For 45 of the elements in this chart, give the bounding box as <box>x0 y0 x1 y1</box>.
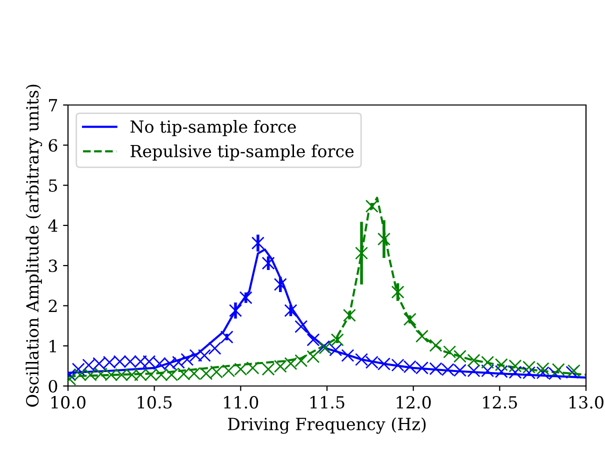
point <box>429 338 442 352</box>
y-axis-title: Oscillation Amplitude (arbitrary units) <box>26 84 42 407</box>
point <box>377 232 390 246</box>
point <box>341 348 354 362</box>
legend-label: No tip-sample force <box>130 120 296 136</box>
point <box>403 312 416 326</box>
x-tick-label: 11.5 <box>310 396 344 409</box>
legend-label: Repulsive tip-sample force <box>130 144 354 161</box>
point <box>228 304 242 318</box>
x-tick-label: 12.0 <box>396 396 431 409</box>
point <box>443 345 456 358</box>
point <box>453 350 466 363</box>
x-tick-label: 13.0 <box>569 396 604 409</box>
x-tick-label: 10.5 <box>138 396 172 409</box>
y-tick-label: 6 <box>48 139 58 152</box>
point <box>365 200 378 213</box>
point <box>251 236 264 250</box>
x-tick-label: 10.0 <box>51 396 86 409</box>
point <box>415 330 428 343</box>
x-tick-label: 11.0 <box>224 396 258 409</box>
y-tick-label: 3 <box>48 260 58 272</box>
point <box>274 278 287 291</box>
x-axis-title: Driving Frequency (Hz) <box>228 417 426 434</box>
point <box>306 350 320 364</box>
point <box>330 333 344 346</box>
point <box>306 333 320 346</box>
point <box>284 304 298 318</box>
point <box>180 353 194 366</box>
y-tick-label: 2 <box>48 300 57 312</box>
y-tick-label: 0 <box>48 380 58 393</box>
point <box>355 246 368 260</box>
point <box>208 342 222 355</box>
x-tick-label: 12.5 <box>483 396 517 409</box>
y-tick-label: 1 <box>50 340 56 352</box>
point <box>391 286 404 299</box>
point <box>294 320 308 334</box>
point <box>239 291 252 304</box>
point <box>552 363 565 376</box>
y-tick-label: 5 <box>49 179 57 192</box>
y-tick-label: 7 <box>49 99 58 112</box>
point <box>262 256 275 270</box>
point <box>220 330 234 344</box>
point <box>72 362 85 376</box>
point <box>342 308 356 322</box>
y-tick-label: 4 <box>48 219 58 232</box>
